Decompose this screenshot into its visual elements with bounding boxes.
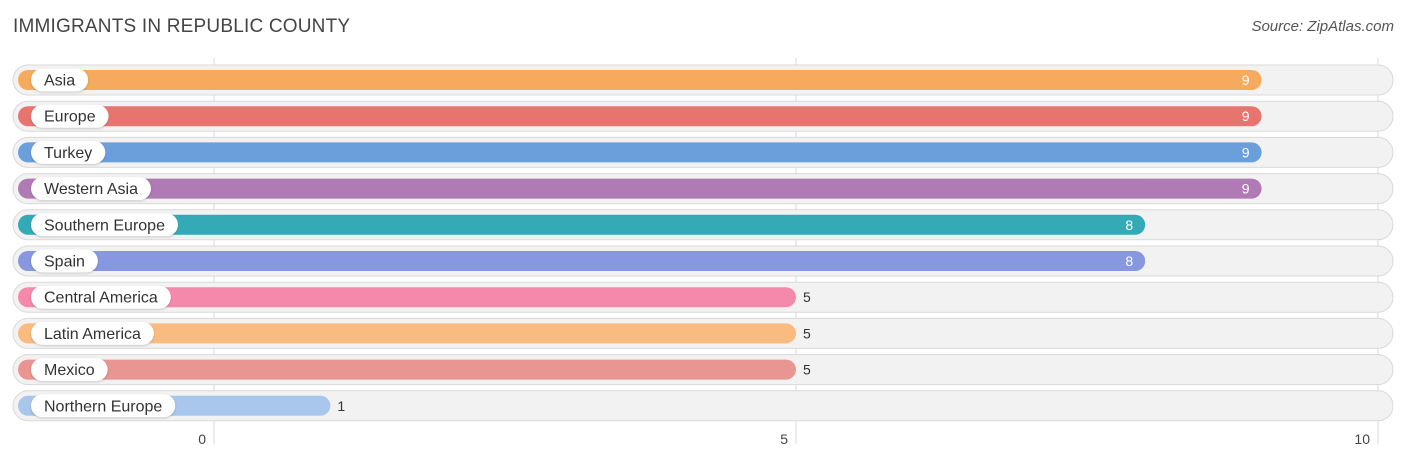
category-label: Northern Europe: [44, 398, 162, 415]
value-label: 5: [803, 362, 811, 378]
bar[interactable]: [18, 323, 796, 344]
x-axis: 0 5 10: [198, 431, 1370, 447]
category-pill: [31, 358, 108, 382]
category-pill: [31, 68, 89, 92]
value-label: 8: [1125, 253, 1133, 269]
tick-label: 10: [1354, 431, 1370, 447]
bar[interactable]: [18, 142, 1262, 163]
value-label: 8: [1125, 217, 1133, 233]
category-pill: [31, 140, 106, 164]
bar[interactable]: [18, 70, 1262, 90]
category-pill: [31, 177, 151, 201]
rows-layer: Asia 9 Europe 9 Turkey 9 Western Asia 9 Southern…: [12, 64, 1394, 422]
category-pill: [31, 249, 98, 273]
value-label: 5: [803, 325, 811, 341]
chart-source: Source: ZipAtlas.com: [1251, 18, 1394, 35]
value-label: 9: [1242, 108, 1250, 124]
bar[interactable]: [18, 287, 796, 308]
tick-label: 0: [198, 431, 206, 447]
category-pill: [31, 104, 109, 128]
tick-label: 5: [780, 431, 788, 447]
category-pill: [31, 285, 171, 309]
value-label: 1: [337, 398, 345, 414]
bar[interactable]: [18, 359, 796, 380]
chart-title: IMMIGRANTS IN REPUBLIC COUNTY: [13, 16, 351, 37]
category-label: Central America: [44, 290, 158, 307]
category-label: Latin America: [44, 326, 141, 343]
category-label: Turkey: [44, 145, 92, 162]
bar[interactable]: [18, 214, 1146, 235]
row-track: [12, 390, 1394, 422]
value-label: 5: [803, 289, 811, 305]
value-label: 9: [1242, 181, 1250, 197]
category-pill: [31, 394, 176, 418]
category-pill: [31, 213, 178, 237]
value-label: 9: [1242, 144, 1250, 160]
bar[interactable]: [18, 251, 1146, 271]
value-label: 9: [1242, 72, 1250, 88]
bar[interactable]: [18, 178, 1262, 199]
category-label: Europe: [44, 109, 96, 126]
category-label: Mexico: [44, 362, 95, 379]
category-label: Western Asia: [44, 181, 138, 198]
bar[interactable]: [18, 106, 1262, 127]
category-label: Spain: [44, 254, 85, 271]
category-pill: [31, 321, 154, 345]
category-label: Asia: [44, 73, 75, 90]
category-label: Southern Europe: [44, 217, 165, 234]
